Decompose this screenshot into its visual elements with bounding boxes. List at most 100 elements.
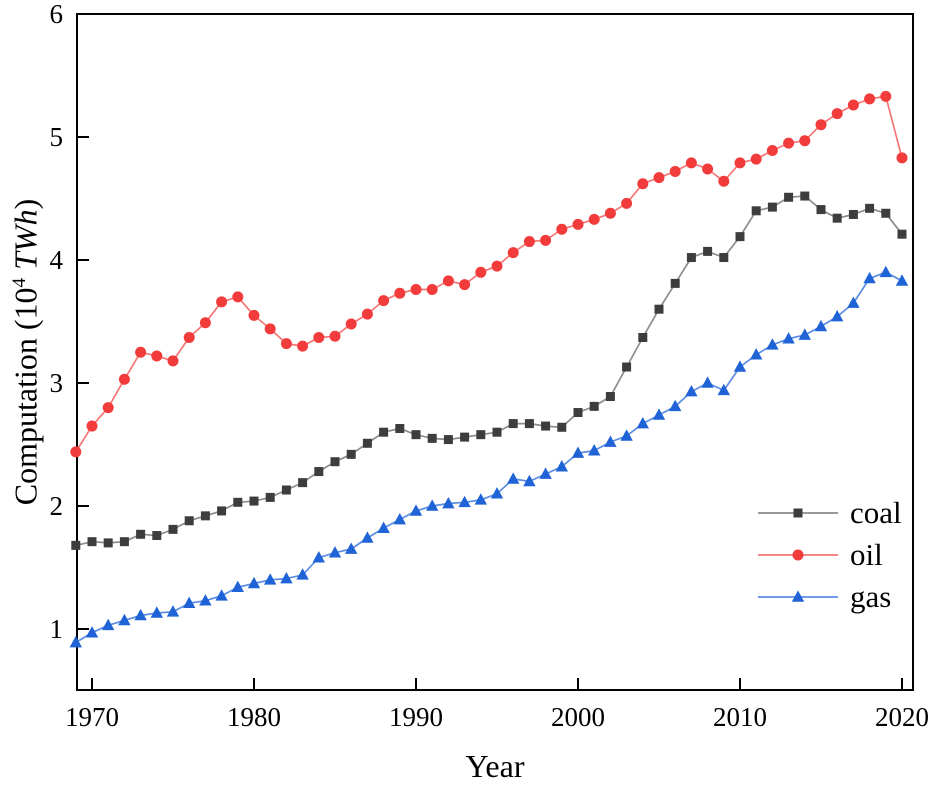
triangle-marker-icon xyxy=(312,551,325,563)
circle-marker-icon xyxy=(572,218,584,230)
circle-marker-icon xyxy=(199,317,211,329)
triangle-marker-icon xyxy=(134,608,147,621)
circle-marker-icon xyxy=(523,236,535,248)
square-marker-icon xyxy=(217,506,227,516)
circle-marker-icon xyxy=(669,165,681,177)
y-tick-label: 4 xyxy=(50,245,64,275)
y-axis-title-text: Computation (10 xyxy=(7,287,44,506)
triangle-marker-icon xyxy=(264,573,277,585)
triangle-marker-icon xyxy=(442,496,455,509)
square-marker-icon xyxy=(136,529,146,539)
square-marker-icon xyxy=(735,232,745,242)
x-tick-label: 1980 xyxy=(227,702,281,732)
triangle-marker-icon xyxy=(409,504,423,516)
square-marker-icon xyxy=(793,508,803,518)
triangle-marker-icon xyxy=(426,499,439,511)
legend-swatch-oil xyxy=(758,549,838,561)
square-marker-icon xyxy=(816,205,826,215)
legend-label-gas: gas xyxy=(850,579,892,614)
square-marker-icon xyxy=(881,208,891,218)
circle-marker-icon xyxy=(880,90,892,102)
circle-marker-icon xyxy=(216,296,228,308)
circle-marker-icon xyxy=(378,295,390,307)
square-marker-icon xyxy=(460,432,470,442)
square-marker-icon xyxy=(395,424,405,434)
triangle-marker-icon xyxy=(183,596,196,608)
circle-marker-icon xyxy=(70,446,82,458)
triangle-marker-icon xyxy=(150,606,163,618)
circle-marker-icon xyxy=(604,207,616,219)
circle-marker-icon xyxy=(442,275,454,287)
triangle-marker-icon xyxy=(345,542,358,554)
triangle-marker-icon xyxy=(733,360,747,372)
square-marker-icon xyxy=(71,540,81,550)
x-tick-label: 2020 xyxy=(875,702,929,732)
triangle-marker-icon xyxy=(636,416,649,429)
square-marker-icon xyxy=(848,209,858,219)
triangle-marker-icon xyxy=(782,332,795,344)
triangle-marker-icon xyxy=(118,613,131,626)
circle-marker-icon xyxy=(248,309,260,321)
triangle-marker-icon xyxy=(69,635,82,648)
legend-swatch-gas xyxy=(758,590,838,602)
circle-marker-icon xyxy=(264,323,276,335)
square-marker-icon xyxy=(443,435,453,445)
circle-marker-icon xyxy=(475,266,487,278)
triangle-marker-icon xyxy=(588,444,601,456)
square-marker-icon xyxy=(298,478,308,488)
x-axis-title-text: Year xyxy=(465,748,525,784)
square-marker-icon xyxy=(152,531,162,541)
circle-marker-icon xyxy=(135,346,147,358)
square-marker-icon xyxy=(832,213,842,223)
circle-marker-icon xyxy=(329,330,341,342)
triangle-marker-icon xyxy=(652,408,666,420)
square-marker-icon xyxy=(103,538,113,548)
square-marker-icon xyxy=(265,492,275,502)
circle-marker-icon xyxy=(118,373,130,385)
circle-marker-icon xyxy=(280,338,292,350)
square-marker-icon xyxy=(865,203,875,213)
triangle-marker-icon xyxy=(490,487,504,499)
square-marker-icon xyxy=(767,202,777,212)
circle-marker-icon xyxy=(183,331,195,343)
circle-marker-icon xyxy=(783,137,795,149)
triangle-marker-icon xyxy=(620,429,633,441)
circle-marker-icon xyxy=(297,340,309,352)
square-marker-icon xyxy=(541,421,551,431)
legend-item-oil: oil xyxy=(756,534,902,576)
y-tick-label: 2 xyxy=(50,491,64,521)
square-marker-icon xyxy=(800,191,810,201)
circle-marker-icon xyxy=(167,355,179,367)
triangle-marker-icon xyxy=(458,495,471,508)
series-gas xyxy=(69,265,909,648)
circle-marker-icon xyxy=(507,247,519,259)
square-marker-icon xyxy=(686,253,696,263)
triangle-marker-icon xyxy=(361,531,374,543)
triangle-marker-icon xyxy=(750,348,763,360)
square-marker-icon xyxy=(508,419,518,429)
circle-marker-icon xyxy=(232,291,244,303)
legend-item-coal: coal xyxy=(756,492,902,534)
triangle-marker-icon xyxy=(215,589,228,601)
square-marker-icon xyxy=(589,401,599,411)
square-marker-icon xyxy=(719,253,729,263)
square-marker-icon xyxy=(654,304,664,314)
circle-marker-icon xyxy=(799,135,811,147)
triangle-marker-icon xyxy=(328,546,342,558)
circle-marker-icon xyxy=(491,260,503,272)
circle-marker-icon xyxy=(86,420,98,432)
square-marker-icon xyxy=(573,408,583,418)
triangle-marker-icon xyxy=(669,399,682,412)
gas-line xyxy=(75,271,903,644)
triangle-marker-icon xyxy=(507,472,520,484)
circle-marker-icon xyxy=(102,402,114,414)
circle-marker-icon xyxy=(847,99,859,111)
circle-marker-icon xyxy=(718,175,730,187)
triangle-marker-icon xyxy=(847,296,860,308)
circle-marker-icon xyxy=(621,197,633,209)
circle-marker-icon xyxy=(459,279,471,291)
square-marker-icon xyxy=(784,192,794,202)
coal-line xyxy=(75,195,903,547)
